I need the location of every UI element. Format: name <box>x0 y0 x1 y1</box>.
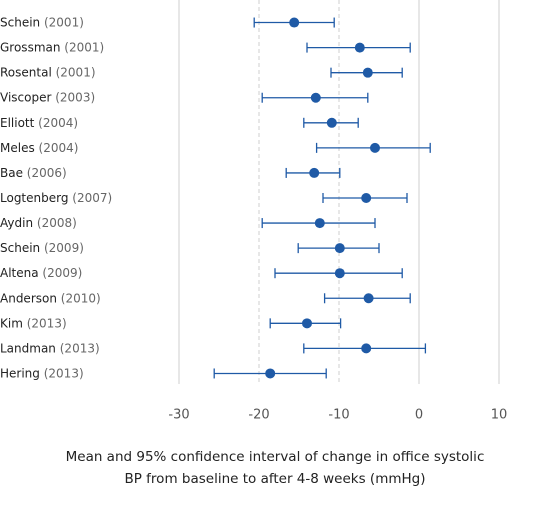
study-year: (2013) <box>60 341 100 355</box>
study-label: Meles (2004) <box>0 140 78 154</box>
study-label: Landman (2013) <box>0 341 100 355</box>
study-name: Kim <box>0 316 23 330</box>
study-year: (2003) <box>55 90 95 104</box>
study-label: Grossman (2001) <box>0 40 104 54</box>
study-year: (2008) <box>37 216 77 230</box>
study-name: Landman <box>0 341 56 355</box>
study-label: Altena (2009) <box>0 266 82 280</box>
study-label: Logtenberg (2007) <box>0 191 112 205</box>
x-axis-label: Mean and 95% confidence interval of chan… <box>66 449 485 465</box>
study-label: Schein (2009) <box>0 241 84 255</box>
study-label: Elliott (2004) <box>0 115 78 129</box>
mean-point <box>265 368 276 379</box>
study-year: (2001) <box>44 15 84 29</box>
study-label: Schein (2001) <box>0 15 84 29</box>
study-label: Anderson (2010) <box>0 291 101 305</box>
study-name: Logtenberg <box>0 191 68 205</box>
study-name: Elliott <box>0 115 35 129</box>
mean-point <box>361 193 372 203</box>
mean-point <box>334 243 345 254</box>
study-name: Viscoper <box>0 90 51 104</box>
study-name: Meles <box>0 140 35 154</box>
study-year: (2004) <box>38 115 78 129</box>
mean-point <box>334 268 345 279</box>
mean-point <box>361 343 372 354</box>
study-label: Hering (2013) <box>0 366 84 380</box>
study-year: (2010) <box>61 291 101 305</box>
x-tick-label: -20 <box>248 408 269 423</box>
study-year: (2013) <box>44 366 84 380</box>
study-name: Schein <box>0 15 40 29</box>
study-name: Hering <box>0 366 40 380</box>
study-name: Altena <box>0 266 39 280</box>
study-name: Grossman <box>0 40 60 54</box>
study-label: Aydin (2008) <box>0 216 77 230</box>
x-axis-label: BP from baseline to after 4-8 weeks (mmH… <box>124 471 425 487</box>
study-label: Rosental (2001) <box>0 65 96 79</box>
x-tick-label: -10 <box>328 408 349 423</box>
study-name: Aydin <box>0 216 33 230</box>
study-name: Schein <box>0 241 40 255</box>
study-year: (2009) <box>44 241 84 255</box>
study-label: Kim (2013) <box>0 316 67 330</box>
study-year: (2007) <box>72 191 112 205</box>
study-year: (2001) <box>64 40 104 54</box>
mean-point <box>362 67 373 78</box>
study-year: (2006) <box>27 165 67 179</box>
study-name: Rosental <box>0 65 52 79</box>
study-year: (2009) <box>42 266 82 280</box>
x-tick-label: -30 <box>168 408 189 423</box>
study-year: (2004) <box>39 140 79 154</box>
study-name: Anderson <box>0 291 57 305</box>
study-name: Bae <box>0 165 23 179</box>
x-tick-label: 10 <box>491 408 508 423</box>
mean-point <box>363 293 374 304</box>
mean-point <box>310 92 321 103</box>
mean-point <box>370 142 380 153</box>
study-label: Bae (2006) <box>0 165 67 179</box>
mean-point <box>309 167 320 178</box>
study-year: (2001) <box>56 65 96 79</box>
x-tick-label: 0 <box>415 408 423 423</box>
mean-point <box>289 17 300 28</box>
mean-point <box>314 218 325 229</box>
study-year: (2013) <box>27 316 67 330</box>
mean-point <box>302 318 312 329</box>
mean-point <box>326 117 337 128</box>
study-label: Viscoper (2003) <box>0 90 95 104</box>
mean-point <box>354 42 365 53</box>
